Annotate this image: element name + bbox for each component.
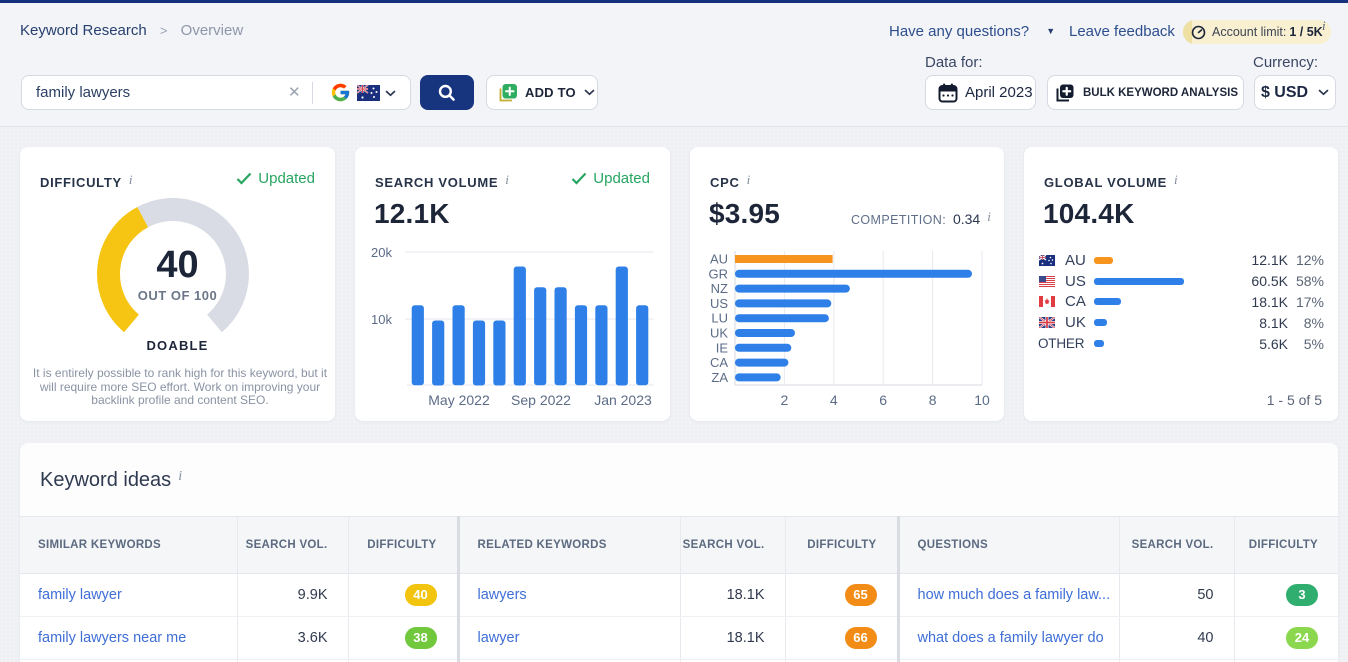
svg-text:ZA: ZA	[711, 370, 728, 385]
svg-text:LU: LU	[711, 311, 728, 326]
svg-text:AU: AU	[710, 252, 728, 267]
svg-text:2: 2	[781, 392, 789, 408]
svg-text:CA: CA	[710, 355, 728, 370]
svg-text:10: 10	[974, 392, 990, 408]
svg-text:Jan 2023: Jan 2023	[594, 392, 652, 408]
svg-text:8: 8	[929, 392, 937, 408]
svg-text:4: 4	[830, 392, 838, 408]
svg-text:May 2022: May 2022	[428, 392, 490, 408]
svg-text:UK: UK	[710, 326, 728, 341]
svg-text:IE: IE	[716, 340, 729, 355]
svg-text:Sep 2022: Sep 2022	[511, 392, 571, 408]
svg-text:10k: 10k	[371, 312, 392, 327]
svg-text:GR: GR	[709, 266, 729, 281]
svg-text:US: US	[710, 296, 728, 311]
svg-text:6: 6	[879, 392, 887, 408]
svg-text:NZ: NZ	[711, 281, 728, 296]
svg-text:20k: 20k	[371, 245, 392, 260]
